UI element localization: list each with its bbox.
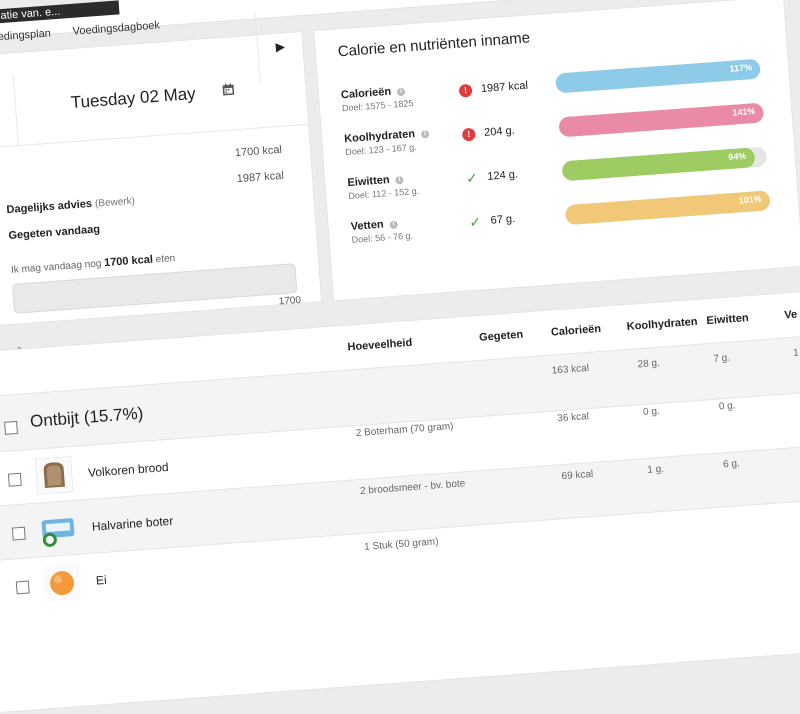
meal-title: Ontbijt (15.7%) <box>29 403 144 431</box>
date-row: ◀ Tuesday 02 May <box>0 54 309 150</box>
warning-icon: ! <box>458 83 473 98</box>
column-header-calories: Calorieën <box>550 322 602 339</box>
tab-voedingsplan[interactable]: Voedingsplan <box>0 27 52 45</box>
food-carbs: 1 g. <box>646 463 665 476</box>
nutrient-name: Koolhydraten i <box>344 127 430 145</box>
advice-label: Dagelijks advies (Bewerk) <box>6 195 135 216</box>
edit-link[interactable]: (Bewerk) <box>94 195 136 210</box>
remaining-text: Ik mag vandaag nog 1700 kcal eten <box>11 252 176 276</box>
meal-checkbox[interactable] <box>4 420 18 435</box>
column-header-eaten: Gegeten <box>478 328 524 344</box>
food-amount: 2 broodsmeer - bv. bote <box>359 478 466 497</box>
nutrient-value: 204 g. <box>483 124 516 139</box>
nutrient-goal: Doel: 56 - 76 g. <box>351 230 414 245</box>
date-title: Tuesday 02 May <box>70 83 197 113</box>
food-diary-table: Hoeveelheid Gegeten Calorieën Koolhydrat… <box>0 287 800 714</box>
warning-icon: ! <box>461 127 476 142</box>
info-icon[interactable]: i <box>389 220 398 230</box>
remaining-suffix: eten <box>155 252 176 266</box>
check-icon: ✓ <box>465 169 479 187</box>
advice-value: 1700 kcal <box>234 143 283 160</box>
remaining-prefix: Ik mag vandaag nog <box>10 258 102 276</box>
eaten-value: 1987 kcal <box>236 169 285 186</box>
meal-protein: 7 g. <box>712 352 731 365</box>
remaining-amount: 1700 kcal <box>103 253 154 270</box>
info-icon[interactable]: i <box>420 129 430 139</box>
tab-voedingsdagboek[interactable]: Voedingsdagboek <box>72 19 161 38</box>
table-row[interactable]: Ei 1 Stuk (50 gram) <box>0 495 800 617</box>
nutrient-name-text: Vetten <box>350 218 385 233</box>
nutrient-card-title: Calorie en nutriënten inname <box>337 29 531 61</box>
row-checkbox[interactable] <box>11 526 26 541</box>
progress-max-label: 1700 <box>278 294 302 308</box>
info-icon[interactable]: i <box>396 87 406 97</box>
nutrient-name-text: Calorieën <box>340 85 392 102</box>
column-header-carbs: Koolhydraten <box>626 315 698 334</box>
nutrient-percent: 101% <box>738 193 763 206</box>
row-checkbox[interactable] <box>7 472 22 487</box>
calendar-icon[interactable] <box>222 83 235 96</box>
calorie-progress-fill <box>13 284 16 313</box>
food-carbs: 0 g. <box>642 405 661 419</box>
food-name[interactable]: Ei <box>95 572 108 588</box>
nutrient-value: 1987 kcal <box>480 79 529 96</box>
food-protein: 0 g. <box>718 400 736 413</box>
column-header-amount: Hoeveelheid <box>347 336 413 354</box>
info-icon[interactable]: i <box>395 175 404 185</box>
nutrient-bar: 117% <box>555 58 761 94</box>
margarine-thumbnail <box>41 518 75 547</box>
nutrient-percent: 141% <box>731 106 756 118</box>
row-checkbox[interactable] <box>15 580 30 595</box>
advice-label-text: Dagelijks advies <box>6 197 93 217</box>
food-name[interactable]: Volkoren brood <box>87 459 170 480</box>
nutrient-percent: 94% <box>727 150 747 163</box>
nutrient-intake-card: Calorie en nutriënten inname Calorieën i … <box>313 0 800 302</box>
nutrient-name: Vetten i <box>350 218 398 233</box>
eaten-label: Gegeten vandaag <box>8 223 101 243</box>
info-bar[interactable]: Informatie van. e... <box>0 0 120 26</box>
food-name[interactable]: Halvarine boter <box>91 513 174 534</box>
nutrient-bar-fill: 117% <box>555 58 761 94</box>
table-row[interactable]: Volkoren brood 2 Boterham (70 gram) 36 k… <box>0 387 800 509</box>
bread-thumbnail <box>34 456 74 495</box>
nutrient-value: 67 g. <box>490 212 516 227</box>
nutrient-value: 124 g. <box>486 168 519 183</box>
egg-thumbnail <box>42 563 82 603</box>
food-protein: 6 g. <box>722 458 741 471</box>
table-row[interactable]: Halvarine boter 2 broodsmeer - bv. bote … <box>0 441 800 563</box>
previous-day-button[interactable]: ◀ <box>0 75 19 149</box>
column-header-protein: Eiwitten <box>706 312 750 328</box>
meal-fat: 1 <box>792 347 800 359</box>
food-calories: 69 kcal <box>561 468 594 483</box>
nutrient-name-text: Eiwitten <box>347 174 391 190</box>
food-calories: 36 kcal <box>556 411 590 425</box>
column-header-fat: Ve <box>783 308 798 322</box>
nutrient-percent: 117% <box>729 62 753 74</box>
meal-carbs: 28 g. <box>637 357 661 371</box>
check-icon: ✓ <box>468 213 482 231</box>
meal-calories: 163 kcal <box>551 362 590 377</box>
daily-summary-card: ▶ ◀ Tuesday 02 May 1700 kcal 1987 kcal D… <box>0 10 323 356</box>
food-amount: 1 Stuk (50 gram) <box>363 536 439 553</box>
food-amount: 2 Boterham (70 gram) <box>355 420 454 440</box>
